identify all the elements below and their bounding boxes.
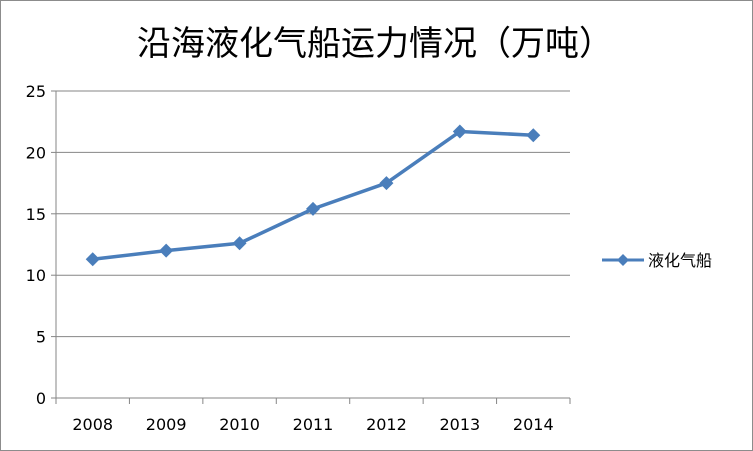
x-tick-label: 2010 xyxy=(219,415,260,434)
chart-title: 沿海液化气船运力情况（万吨） xyxy=(137,24,613,64)
data-point-2008 xyxy=(85,252,100,267)
gridlines xyxy=(56,90,570,338)
data-point-2012 xyxy=(379,176,394,191)
data-point-2009 xyxy=(159,243,174,258)
series-line xyxy=(92,129,534,261)
x-axis-ticks: 2008 2009 2010 2011 2012 2013 2014 xyxy=(55,398,571,434)
x-tick-label: 2014 xyxy=(513,415,554,434)
data-point-2010 xyxy=(232,236,247,251)
y-tick-label: 10 xyxy=(26,266,46,285)
x-tick-label: 2012 xyxy=(366,415,407,434)
y-tick-label: 5 xyxy=(36,328,46,347)
legend: 液化气船 xyxy=(602,251,712,270)
x-tick-label: 2008 xyxy=(72,415,113,434)
y-tick-label: 15 xyxy=(26,205,46,224)
legend-diamond-marker xyxy=(617,254,629,266)
data-point-2014 xyxy=(526,128,541,143)
data-point-2011 xyxy=(306,201,320,216)
y-tick-label: 0 xyxy=(36,389,46,408)
x-tick-label: 2011 xyxy=(293,415,334,434)
y-tick-label: 25 xyxy=(26,82,46,101)
y-axis-ticks: 0 5 10 15 20 25 xyxy=(26,82,56,408)
series-group xyxy=(85,124,541,267)
data-point-2013 xyxy=(452,124,467,139)
x-tick-label: 2009 xyxy=(146,415,187,434)
y-tick-label: 20 xyxy=(26,143,46,162)
legend-label: 液化气船 xyxy=(648,251,712,270)
axes xyxy=(55,91,570,399)
x-tick-label: 2013 xyxy=(439,415,480,434)
